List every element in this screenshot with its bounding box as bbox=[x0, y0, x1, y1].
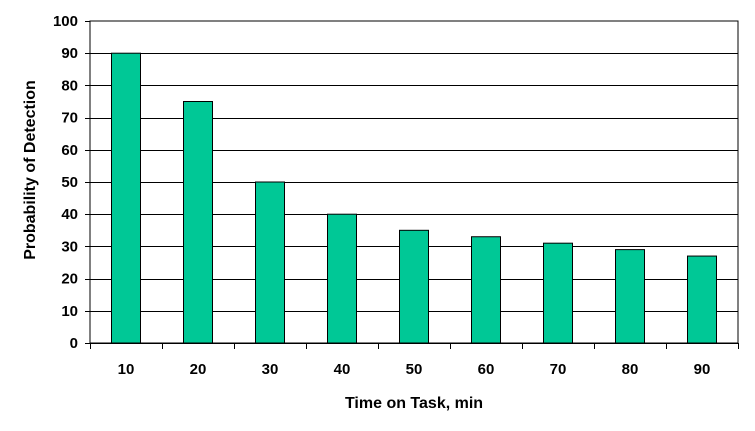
y-tick-label: 90 bbox=[61, 45, 78, 62]
y-tick-label: 50 bbox=[61, 174, 78, 191]
y-axis-label: Probability of Detection bbox=[22, 80, 39, 260]
x-tick-label: 20 bbox=[190, 361, 207, 378]
bar-20 bbox=[183, 101, 213, 344]
x-tick-label: 50 bbox=[406, 361, 423, 378]
y-tick-label: 100 bbox=[53, 13, 78, 30]
x-tick-label: 30 bbox=[262, 361, 279, 378]
x-axis-label: Time on Task, min bbox=[345, 395, 483, 412]
x-tick-labels: 10 20 30 40 50 60 70 80 90 bbox=[118, 361, 711, 378]
bar-80 bbox=[615, 249, 645, 344]
x-tick-label: 90 bbox=[694, 361, 711, 378]
bar-50 bbox=[399, 229, 429, 344]
bar-60 bbox=[471, 236, 501, 344]
bar-10 bbox=[111, 52, 141, 344]
y-tick-label: 70 bbox=[61, 110, 78, 127]
x-tick-label: 70 bbox=[550, 361, 567, 378]
x-tick-label: 80 bbox=[622, 361, 639, 378]
x-tick-label: 40 bbox=[334, 361, 351, 378]
y-tick-label: 0 bbox=[70, 335, 78, 352]
x-tick-label: 60 bbox=[478, 361, 495, 378]
y-tick-label: 40 bbox=[61, 206, 78, 223]
bar-70 bbox=[543, 242, 573, 344]
bar-40 bbox=[327, 213, 357, 344]
bar-90 bbox=[687, 255, 717, 344]
y-tick-labels: 0 10 20 30 40 50 60 70 80 90 100 bbox=[53, 13, 78, 352]
bars bbox=[111, 52, 717, 344]
y-tick-label: 20 bbox=[61, 271, 78, 288]
x-tick-label: 10 bbox=[118, 361, 135, 378]
bar-30 bbox=[255, 181, 285, 344]
y-tick-label: 60 bbox=[61, 142, 78, 159]
y-tick-label: 30 bbox=[61, 238, 78, 255]
y-tick-label: 80 bbox=[61, 77, 78, 94]
y-tick-label: 10 bbox=[61, 303, 78, 320]
axes bbox=[85, 21, 739, 349]
